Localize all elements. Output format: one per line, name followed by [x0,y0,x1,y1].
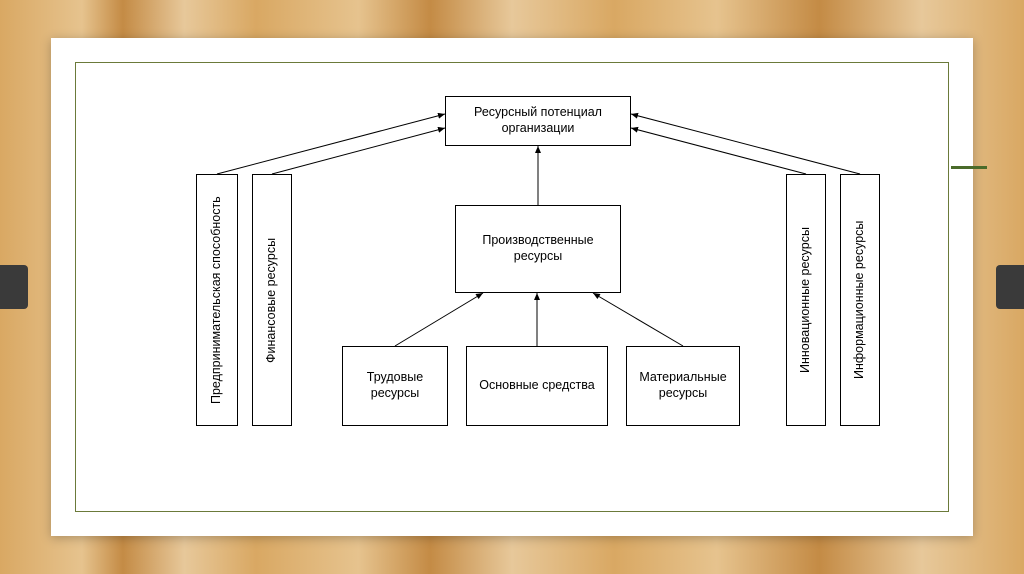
node-vR2: Информационные ресурсы [840,174,880,426]
node-top: Ресурсный потенциал организации [445,96,631,146]
node-b2: Основные средства [466,346,608,426]
node-vL2: Финансовые ресурсы [252,174,292,426]
slide: Ресурсный потенциал организации Производ… [51,38,973,536]
nav-tab-left [0,265,28,309]
nav-tab-right [996,265,1024,309]
node-b1: Трудовые ресурсы [342,346,448,426]
node-mid: Производственные ресурсы [455,205,621,293]
node-vR1: Инновационные ресурсы [786,174,826,426]
node-b3: Материальные ресурсы [626,346,740,426]
node-vL1: Предпринимательская способность [196,174,238,426]
accent-mark [951,166,987,169]
